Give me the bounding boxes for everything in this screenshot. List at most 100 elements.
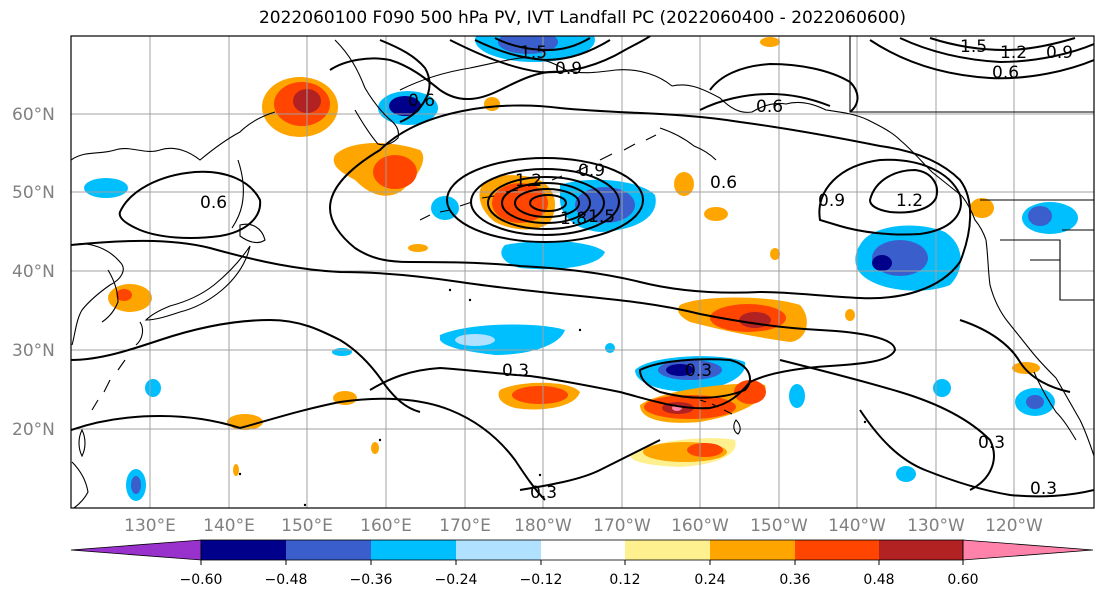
coast-bc-coast xyxy=(961,195,987,241)
latitude-labels: 60°N 50°N 40°N 30°N 20°N xyxy=(12,105,55,440)
island-dot-2 xyxy=(468,298,472,302)
ivt-contours xyxy=(71,36,1094,501)
coast-philippines xyxy=(71,461,89,508)
contour-label-0-3-far-se: 0.3 xyxy=(1030,479,1057,499)
fill-small-orange-3 xyxy=(845,309,855,321)
fill-pnw-blue-mid xyxy=(1028,206,1052,226)
contour-0-6-gulf-ne xyxy=(709,62,859,113)
lon-label-150w: 150°W xyxy=(750,516,808,536)
colorbar-segment-0 xyxy=(70,539,202,561)
contour-label-1-2-east: 1.2 xyxy=(896,191,923,211)
fill-small-yellow-3 xyxy=(760,37,780,47)
fill-small-orange-6 xyxy=(371,442,379,454)
fill-korea-red xyxy=(116,289,132,301)
coast-japan-hokkaido xyxy=(239,223,266,244)
lat-label-60n: 60°N xyxy=(12,105,55,125)
contour-0-6-kamchatka-2 xyxy=(379,39,431,123)
contour-0-6-gulf-north xyxy=(699,92,831,111)
colorbar-segment-10 xyxy=(962,539,1094,561)
colorbar-label-7: 0.36 xyxy=(779,572,810,588)
contour-label-0-9-east: 0.9 xyxy=(818,191,845,211)
contour-label-0-3-south: 0.3 xyxy=(530,483,557,503)
colorbar-ticks xyxy=(200,560,964,565)
contour-labels: 1.5 0.9 1.5 1.2 0.9 0.6 0.6 0.6 0.6 0.9 … xyxy=(200,37,1073,503)
colorbar-segment-8 xyxy=(795,540,879,560)
fill-center-blue-mid xyxy=(575,187,635,223)
lon-label-140w: 140°W xyxy=(828,516,886,536)
fill-small-orange-2 xyxy=(704,207,728,221)
contour-0-3-center-south xyxy=(519,439,661,491)
lat-label-30n: 30°N xyxy=(12,341,55,361)
fill-kuril-red xyxy=(373,155,417,189)
fill-se-orange xyxy=(1012,362,1040,374)
colorbar-segment-5 xyxy=(541,540,625,560)
coast-kamchatka xyxy=(334,39,400,146)
contour-label-1-5-center: 1.5 xyxy=(588,207,615,227)
contour-label-1-5-north: 1.5 xyxy=(520,43,547,63)
contour-ne-0-9 xyxy=(899,37,1094,64)
lat-label-40n: 40°N xyxy=(12,262,55,282)
fill-small-yellow-4 xyxy=(770,248,780,260)
fill-small-orange-1 xyxy=(674,172,694,196)
contour-1-2-north xyxy=(474,39,611,62)
colorbar-segment-7 xyxy=(710,540,795,560)
fill-small-blue-5 xyxy=(789,384,805,408)
contour-0-3-south xyxy=(71,414,241,431)
fill-west-blue xyxy=(84,178,128,198)
map-frame xyxy=(70,35,1095,509)
lon-label-130w: 130°W xyxy=(907,516,965,536)
colorbar-label-9: 0.60 xyxy=(947,572,978,588)
island-dot-3 xyxy=(378,438,382,442)
coast-sakhalin xyxy=(231,159,244,229)
contour-0-3-east-inner xyxy=(959,319,1071,393)
colorbar-label-6: 0.24 xyxy=(694,572,725,588)
colorbar-segment-3 xyxy=(371,540,456,560)
contour-center-1-2 xyxy=(470,168,620,236)
island-dot-5 xyxy=(863,420,867,424)
contour-0-6-japan xyxy=(118,170,262,239)
fill-east-orange-2 xyxy=(734,380,766,404)
contour-label-0-3-se: 0.3 xyxy=(978,433,1005,453)
border-us-states xyxy=(1000,229,1094,301)
island-markers xyxy=(238,288,867,507)
island-dot-8 xyxy=(303,503,307,507)
contour-label-1-2-ne: 1.2 xyxy=(1000,43,1027,63)
contour-label-1-8-center: 1.8 xyxy=(560,209,587,229)
lon-label-150e: 150°E xyxy=(281,516,333,536)
fill-small-blue-4 xyxy=(145,379,161,397)
colorbar-label-4: −0.12 xyxy=(520,572,563,588)
contour-center-0-9 xyxy=(446,157,644,243)
fill-hawaii-blue-dark xyxy=(666,364,694,376)
contour-0-3-se xyxy=(779,359,995,491)
coast-us-west xyxy=(985,239,1057,379)
fill-small-blue-7-mid xyxy=(131,476,141,494)
contour-label-0-6-center: 0.6 xyxy=(710,173,737,193)
contour-label-0-3-west: 0.3 xyxy=(502,361,529,381)
colorbar-frame xyxy=(200,539,964,561)
lon-label-160e: 160°E xyxy=(360,516,412,536)
colorbar-label-2: −0.36 xyxy=(350,572,393,588)
colorbar-label-5: 0.12 xyxy=(609,572,640,588)
coast-alaska-peninsula xyxy=(659,127,717,161)
contour-center-1-4 xyxy=(487,176,605,230)
lon-label-180w: 180°W xyxy=(514,516,572,536)
contour-label-0-6-kamchatka: 0.6 xyxy=(408,91,435,111)
coast-alaska xyxy=(671,84,963,197)
fill-center-blue-south xyxy=(501,240,605,270)
fill-se-blue-mid xyxy=(1026,395,1044,409)
longitude-labels: 130°E 140°E 150°E 160°E 170°E 180°W 170°… xyxy=(124,516,1043,536)
fill-small-blue-6 xyxy=(933,379,951,397)
colorbar-label-0: −0.60 xyxy=(180,572,223,588)
lon-label-120w: 120°W xyxy=(985,516,1043,536)
contour-label-0-6-gulf: 0.6 xyxy=(756,97,783,117)
contour-1-5-north xyxy=(494,37,591,52)
contour-center-1-8 xyxy=(529,194,567,212)
contour-label-1-5-ne: 1.5 xyxy=(960,37,987,57)
contour-0-3-west xyxy=(71,318,421,413)
contour-label-0-9-north: 0.9 xyxy=(555,59,582,79)
contour-0-3-southwest xyxy=(239,397,546,501)
colorbar-label-3: −0.24 xyxy=(435,572,478,588)
contour-0-9-east xyxy=(818,158,962,236)
lat-label-20n: 20°N xyxy=(12,420,55,440)
fill-small-blue-3 xyxy=(605,343,615,353)
